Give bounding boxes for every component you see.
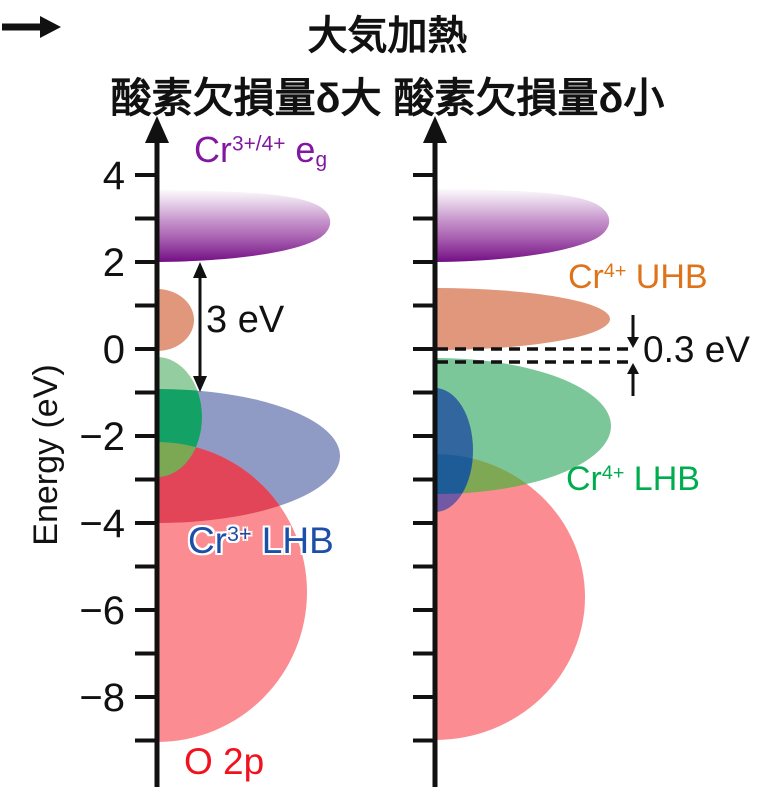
cr-eg-label-tail: e (285, 129, 316, 170)
energy-axis-label: Energy (eV) (27, 364, 65, 546)
title-line2: 酸素欠損量δ大 酸素欠損量δ小 (0, 16, 775, 124)
cr3-lhb-label-base: Cr (188, 520, 228, 561)
cr-eg-band (158, 190, 331, 262)
cr4-uhb-label: Cr4+ UHB (568, 260, 708, 294)
cr3-lhb-label: Cr3+ LHB (188, 522, 334, 559)
axis-tick-label: −8 (79, 676, 125, 720)
gap-arrow-03ev (627, 315, 639, 396)
left-panel-bands (158, 190, 340, 742)
cr4-lhb-label: Cr4+ LHB (566, 462, 700, 496)
title-line1: 大気加熱 (307, 14, 468, 58)
axis-tick-label: −4 (79, 502, 125, 546)
axis-tick-label: 4 (103, 154, 125, 198)
cr3-lhb-label-sup: 3+ (227, 522, 252, 547)
title-condition-before: 酸素欠損量δ大 (110, 75, 382, 121)
title-condition-after: 酸素欠損量δ小 (393, 75, 665, 121)
o2p-band-right (436, 454, 585, 740)
cr4-lhb-band (436, 358, 611, 494)
cr4-lhb-label-tail: LHB (624, 460, 700, 498)
axis-tick-label: −6 (79, 589, 125, 633)
cr4-lhb-label-sup: 4+ (601, 462, 625, 485)
gap-3ev-label: 3 eV (206, 299, 285, 341)
axis-tick-label: 2 (103, 241, 125, 285)
o2p-label: O 2p (184, 741, 265, 782)
fermi-dashed-lines (437, 347, 630, 364)
cr-eg-band-right (436, 189, 610, 262)
axis-arrowhead (145, 116, 169, 143)
green-red-overlap (158, 442, 202, 477)
cr-eg-label-sub: g (315, 148, 328, 172)
axis-tick-label: 0 (103, 328, 125, 372)
cr4-uhb-label-sup: 4+ (603, 260, 627, 283)
gap-arrow-3ev (193, 262, 207, 392)
axis-arrowhead (423, 116, 447, 143)
blue-red-green-overlap (436, 454, 473, 494)
cr4-uhb-label-tail: UHB (626, 258, 708, 296)
cr4-uhb-band (436, 288, 610, 350)
right-arrow-icon (2, 16, 61, 38)
cr4-lhb-label-base: Cr (566, 460, 602, 498)
right-energy-axis (413, 116, 447, 787)
o2p-cr3lhb-overlap (158, 442, 307, 523)
in-gap-band (158, 289, 194, 351)
figure-title: 大気加熱 酸素欠損量δ大 酸素欠損量δ小 (0, 14, 775, 124)
right-panel-bands (436, 189, 611, 740)
axis-tick-label: −2 (79, 415, 125, 459)
cr-eg-label-sup: 3+/4+ (232, 132, 286, 156)
cr3-lhb-label-tail: LHB (251, 520, 334, 561)
cr4-uhb-label-base: Cr (568, 258, 604, 296)
left-energy-axis: 4 2 0 −2 −4 −6 −8 (79, 116, 169, 787)
cr-eg-label: Cr3+/4+ eg (194, 132, 327, 171)
gap-03ev-label: 0.3 eV (643, 329, 750, 370)
cr-eg-label-base: Cr (194, 129, 232, 170)
